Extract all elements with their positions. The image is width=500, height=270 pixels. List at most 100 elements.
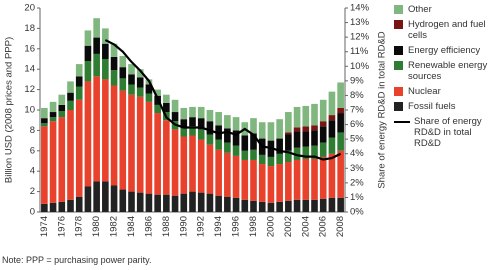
bar-segment bbox=[93, 53, 100, 77]
bar-segment bbox=[154, 104, 161, 114]
bar-segment bbox=[258, 164, 266, 202]
bar-segment bbox=[302, 158, 310, 200]
bar-segment bbox=[75, 99, 83, 197]
bar-segment bbox=[163, 120, 170, 195]
bar-segment bbox=[154, 194, 161, 212]
bar-segment bbox=[145, 84, 153, 94]
bar-segment bbox=[224, 128, 231, 143]
bar-segment bbox=[319, 121, 327, 127]
bar-segment bbox=[67, 199, 74, 212]
bar-segment bbox=[250, 118, 257, 134]
y2-tick-label: 2% bbox=[350, 177, 364, 188]
bar-segment bbox=[293, 159, 301, 200]
bar-segment bbox=[285, 200, 292, 212]
bar-segment bbox=[110, 185, 118, 212]
bar-segment bbox=[232, 155, 240, 198]
bar-segment bbox=[41, 203, 48, 212]
y-tick-label: 18 bbox=[24, 23, 35, 34]
bar-segment bbox=[311, 130, 318, 146]
bar-segment bbox=[58, 104, 66, 112]
bar-segment bbox=[197, 129, 205, 140]
bar-segment bbox=[215, 112, 222, 126]
bar-segment bbox=[224, 115, 231, 129]
bar-segment bbox=[311, 103, 318, 126]
bar-segment bbox=[189, 117, 196, 127]
bar-segment bbox=[171, 99, 179, 113]
bar-segment bbox=[145, 193, 153, 212]
bar-segment bbox=[337, 107, 344, 114]
bar-segment bbox=[136, 69, 144, 78]
bar-segment bbox=[93, 181, 100, 212]
legend-item: Renewable energy sources bbox=[394, 60, 498, 82]
bar-segment bbox=[250, 149, 257, 160]
bar-segment bbox=[258, 201, 266, 212]
y2-tick-label: 0% bbox=[350, 207, 364, 218]
x-tick-label: 1986 bbox=[143, 216, 154, 237]
bar-segment bbox=[302, 131, 310, 147]
note: Note: PPP = purchasing power parity. bbox=[2, 255, 152, 265]
bar-segment bbox=[58, 117, 66, 202]
bar-segment bbox=[302, 105, 310, 127]
bar-segment bbox=[328, 153, 336, 198]
legend-item: Fossil fuels bbox=[394, 101, 498, 112]
bar-segment bbox=[171, 195, 179, 212]
x-tick-label: 2000 bbox=[265, 216, 276, 237]
bar-segment bbox=[180, 136, 188, 194]
bar-segment bbox=[302, 126, 310, 132]
bar-segment bbox=[319, 142, 327, 157]
bar-segment bbox=[75, 86, 83, 100]
bar-segment bbox=[128, 191, 135, 212]
bar-segment bbox=[41, 107, 48, 119]
bar-segment bbox=[171, 129, 179, 196]
bar-segment bbox=[276, 201, 283, 212]
y-tick-label: 0 bbox=[30, 207, 35, 218]
legend-label: Fossil fuels bbox=[408, 101, 456, 112]
bar-segment bbox=[206, 134, 214, 145]
bar-segment bbox=[319, 198, 327, 212]
bar-segment bbox=[180, 107, 188, 120]
bar-segment bbox=[93, 37, 100, 54]
bar-segment bbox=[49, 121, 57, 203]
bar-segment bbox=[119, 67, 127, 79]
bar-segment bbox=[110, 70, 118, 86]
bar-segment bbox=[337, 82, 344, 108]
bar-segment bbox=[224, 142, 231, 153]
bar-segment bbox=[241, 135, 249, 151]
bar-segment bbox=[302, 199, 310, 212]
x-tick-label: 1982 bbox=[109, 216, 120, 237]
bar-segment bbox=[119, 189, 127, 212]
bar-segment bbox=[93, 18, 100, 38]
bar-segment bbox=[49, 117, 57, 122]
bar-segment bbox=[206, 144, 214, 194]
bar-segment bbox=[197, 192, 205, 212]
bar-segment bbox=[110, 85, 118, 186]
x-tick-label: 2008 bbox=[335, 216, 346, 237]
bar-segment bbox=[145, 101, 153, 194]
x-tick-label: 1994 bbox=[213, 216, 224, 237]
bar-segment bbox=[197, 118, 205, 130]
y2-tick-label: 9% bbox=[350, 75, 364, 86]
bar-segment bbox=[267, 156, 275, 167]
bar-segment bbox=[337, 150, 344, 198]
bar-segment bbox=[311, 125, 318, 131]
bar-segment bbox=[189, 106, 196, 118]
bar-segment bbox=[84, 30, 92, 46]
bar-segment bbox=[250, 133, 257, 150]
legend-label: Renewable energy sources bbox=[408, 60, 488, 82]
bar-segment bbox=[319, 156, 327, 199]
share-line bbox=[104, 39, 342, 161]
bar-segment bbox=[328, 120, 336, 138]
bar-segment bbox=[328, 197, 336, 212]
legend-swatch bbox=[394, 121, 410, 123]
y2-tick-label: 14% bbox=[350, 3, 370, 14]
bar-segment bbox=[311, 158, 318, 200]
x-tick-label: 1990 bbox=[178, 216, 189, 237]
x-tick-label: 1998 bbox=[248, 216, 259, 237]
bar-segment bbox=[75, 196, 83, 212]
bar-segment bbox=[67, 100, 74, 110]
y-tick-label: 14 bbox=[24, 64, 35, 75]
x-tick-label: 2006 bbox=[318, 216, 329, 237]
bar-segment bbox=[163, 94, 170, 103]
bar-segment bbox=[128, 94, 135, 192]
bar-segment bbox=[119, 55, 127, 68]
